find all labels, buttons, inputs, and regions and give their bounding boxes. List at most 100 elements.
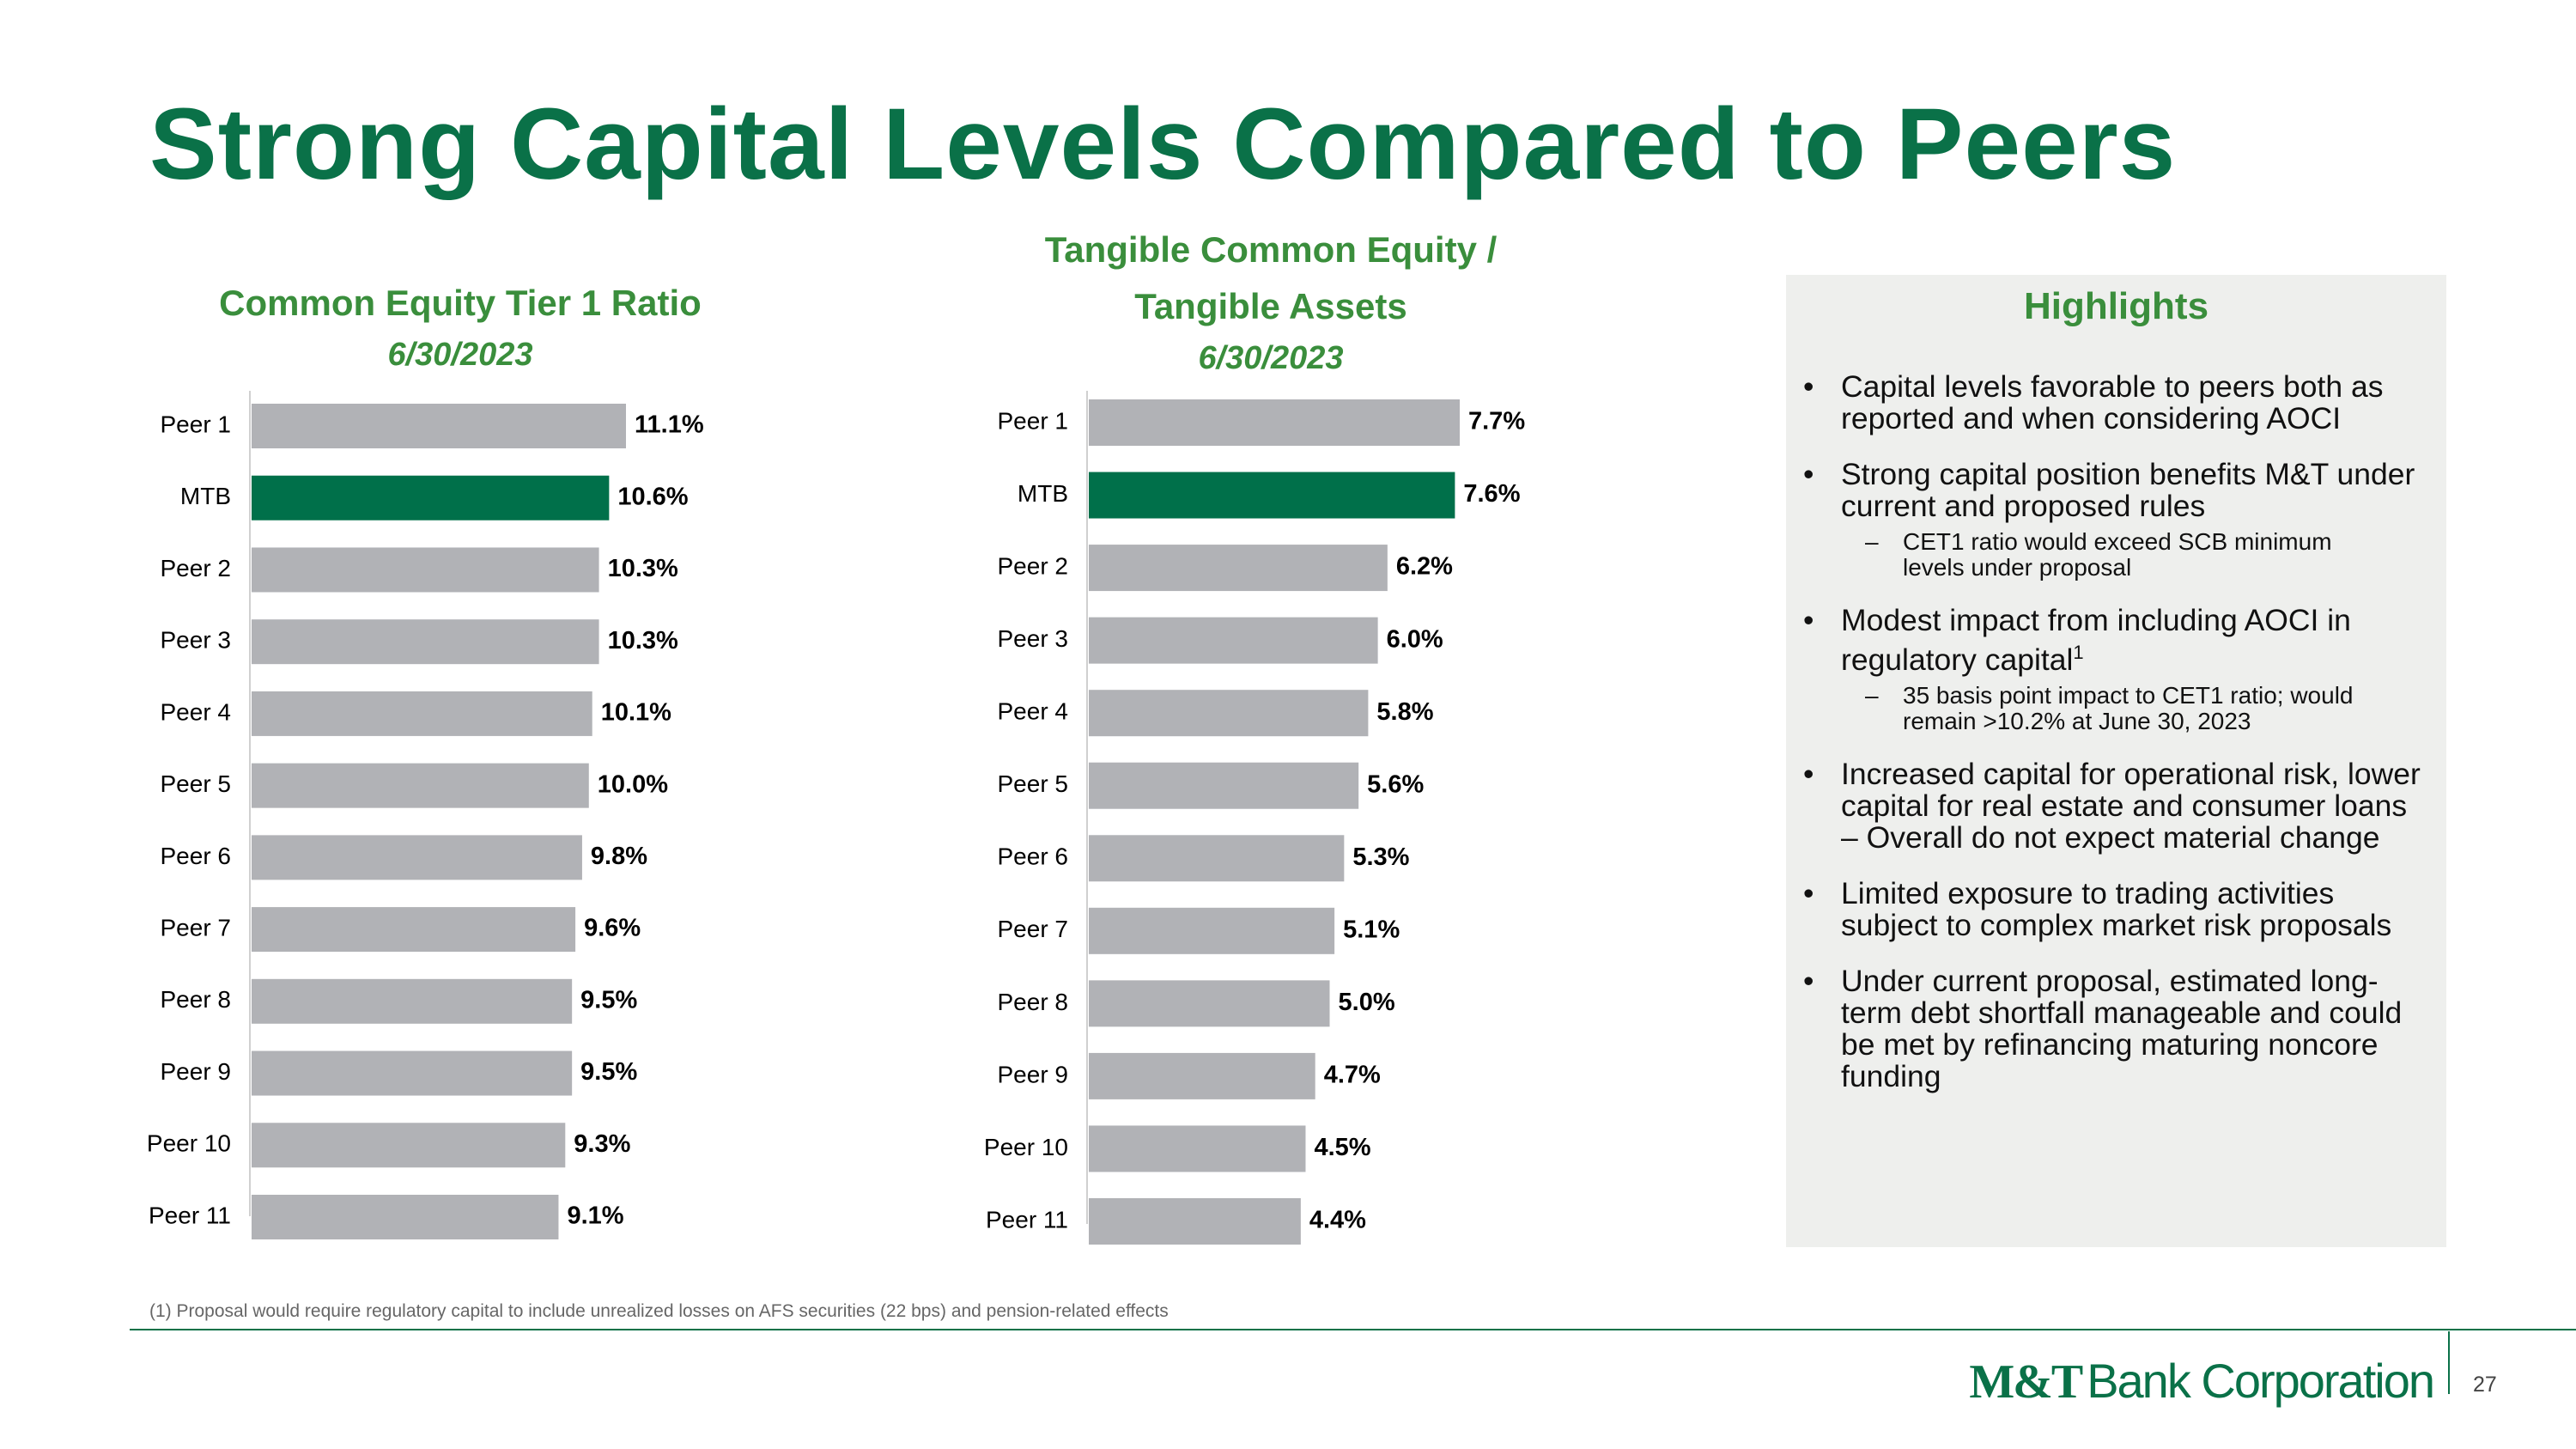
category-label: Peer 6 — [161, 843, 232, 869]
bar — [252, 475, 610, 521]
highlight-text: Under current proposal, estimated long-t… — [1841, 963, 2403, 1093]
value-label: 5.3% — [1352, 843, 1409, 871]
bar — [252, 619, 599, 665]
category-label: Peer 2 — [998, 552, 1069, 579]
category-label: Peer 3 — [161, 627, 232, 654]
category-label: Peer 3 — [998, 625, 1069, 652]
bar — [252, 404, 626, 448]
category-label: Peer 5 — [161, 770, 232, 797]
category-label: Peer 10 — [147, 1130, 231, 1157]
bar — [1089, 399, 1460, 446]
highlights-panel: Highlights Capital levels favorable to p… — [1786, 275, 2446, 1247]
value-label: 7.6% — [1463, 480, 1520, 508]
charts: Peer 1 11.1% MTB 10.6% Peer 2 10.3% Peer 3 10.3… — [147, 391, 1525, 1245]
category-label: Peer 4 — [161, 698, 232, 725]
highlight-text: Capital levels favorable to peers both a… — [1841, 369, 2384, 435]
footnote-ref: 1 — [2073, 642, 2084, 663]
value-label: 10.3% — [608, 627, 678, 654]
sub-list: CET1 ratio would exceed SCB minimum leve… — [1841, 529, 2421, 581]
bar — [252, 763, 589, 808]
category-label: MTB — [1018, 480, 1068, 507]
value-label: 10.0% — [598, 770, 668, 798]
footer-rule — [130, 1329, 2576, 1330]
value-label: 6.2% — [1396, 553, 1453, 581]
category-label: Peer 9 — [161, 1058, 232, 1085]
category-label: Peer 4 — [998, 698, 1069, 725]
value-label: 10.1% — [601, 699, 671, 727]
highlight-item: Capital levels favorable to peers both a… — [1803, 369, 2421, 435]
bar — [252, 978, 573, 1024]
bar — [1089, 1125, 1306, 1172]
bar — [1089, 617, 1378, 664]
category-label: Peer 11 — [986, 1206, 1068, 1233]
sub-list: 35 basis point impact to CET1 ratio; wou… — [1841, 682, 2421, 734]
category-label: Peer 11 — [149, 1202, 231, 1228]
category-label: Peer 2 — [161, 555, 232, 581]
sub-item: 35 basis point impact to CET1 ratio; wou… — [1865, 682, 2395, 734]
highlight-text: Strong capital position benefits M&T und… — [1841, 457, 2415, 523]
bar — [1089, 907, 1335, 954]
bar — [1089, 472, 1455, 519]
bar — [1089, 762, 1359, 809]
chart-title: Tangible Common Equity / Tangible Assets — [1044, 229, 1498, 326]
value-label: 4.5% — [1314, 1134, 1370, 1161]
bar — [252, 907, 576, 953]
highlight-item: Strong capital position benefits M&T und… — [1803, 457, 2421, 581]
bar — [1089, 1198, 1301, 1245]
bar — [1089, 690, 1369, 737]
bar — [252, 547, 599, 593]
value-label: 5.1% — [1343, 916, 1400, 943]
value-label: 5.8% — [1376, 698, 1433, 726]
value-label: 5.6% — [1367, 770, 1424, 798]
logo: M&T Bank Corporation — [1969, 1353, 2435, 1409]
highlight-item: Increased capital for operational risk, … — [1803, 756, 2421, 855]
footer-divider — [2448, 1331, 2450, 1394]
bar — [252, 1050, 573, 1096]
category-label: Peer 8 — [998, 989, 1069, 1015]
category-label: Peer 6 — [998, 843, 1069, 870]
value-label: 10.3% — [608, 555, 678, 582]
chart-title: Common Equity Tier 1 Ratio — [219, 283, 702, 323]
sub-item: CET1 ratio would exceed SCB minimum leve… — [1865, 529, 2395, 581]
value-label: 9.1% — [567, 1202, 623, 1230]
value-label: 9.8% — [591, 843, 647, 870]
value-label: 4.4% — [1309, 1207, 1366, 1234]
category-label: Peer 9 — [998, 1061, 1069, 1087]
bar — [252, 1195, 559, 1239]
category-label: MTB — [180, 483, 231, 509]
bar — [252, 1123, 566, 1168]
highlight-text: Increased capital for operational risk, … — [1841, 756, 2421, 855]
bar — [1089, 835, 1345, 882]
value-label: 6.0% — [1387, 625, 1443, 653]
chart-subtitle: 6/30/2023 — [1198, 340, 1344, 376]
value-label: 7.7% — [1468, 408, 1525, 435]
category-label: Peer 1 — [998, 407, 1069, 434]
bar — [1089, 545, 1388, 592]
category-label: Peer 7 — [998, 916, 1069, 942]
value-label: 4.7% — [1324, 1062, 1381, 1089]
value-label: 9.5% — [580, 986, 637, 1014]
highlight-text: Modest impact from including AOCI in reg… — [1841, 603, 2351, 677]
value-label: 11.1% — [635, 411, 704, 439]
value-label: 10.6% — [617, 483, 688, 510]
bar — [1089, 980, 1330, 1027]
category-label: Peer 1 — [161, 411, 232, 437]
value-label: 9.5% — [580, 1058, 637, 1086]
highlights-title: Highlights — [2023, 285, 2209, 327]
highlights-list: Capital levels favorable to peers both a… — [1786, 371, 2446, 1093]
bar — [1089, 1052, 1315, 1099]
value-label: 9.6% — [584, 915, 641, 942]
highlight-text: Limited exposure to trading activities s… — [1841, 875, 2392, 942]
bar — [252, 835, 582, 880]
highlight-item: Modest impact from including AOCI in reg… — [1803, 603, 2421, 734]
page-number: 27 — [2473, 1373, 2497, 1397]
category-label: Peer 8 — [161, 986, 232, 1013]
value-label: 5.0% — [1339, 989, 1395, 1016]
slide-title: Strong Capital Levels Compared to Peers — [149, 88, 2177, 201]
highlight-item: Limited exposure to trading activities s… — [1803, 875, 2421, 942]
footnote: (1) Proposal would require regulatory ca… — [149, 1301, 1169, 1321]
category-label: Peer 10 — [984, 1134, 1068, 1160]
category-label: Peer 7 — [161, 914, 232, 941]
chart-subtitle: 6/30/2023 — [387, 337, 533, 373]
